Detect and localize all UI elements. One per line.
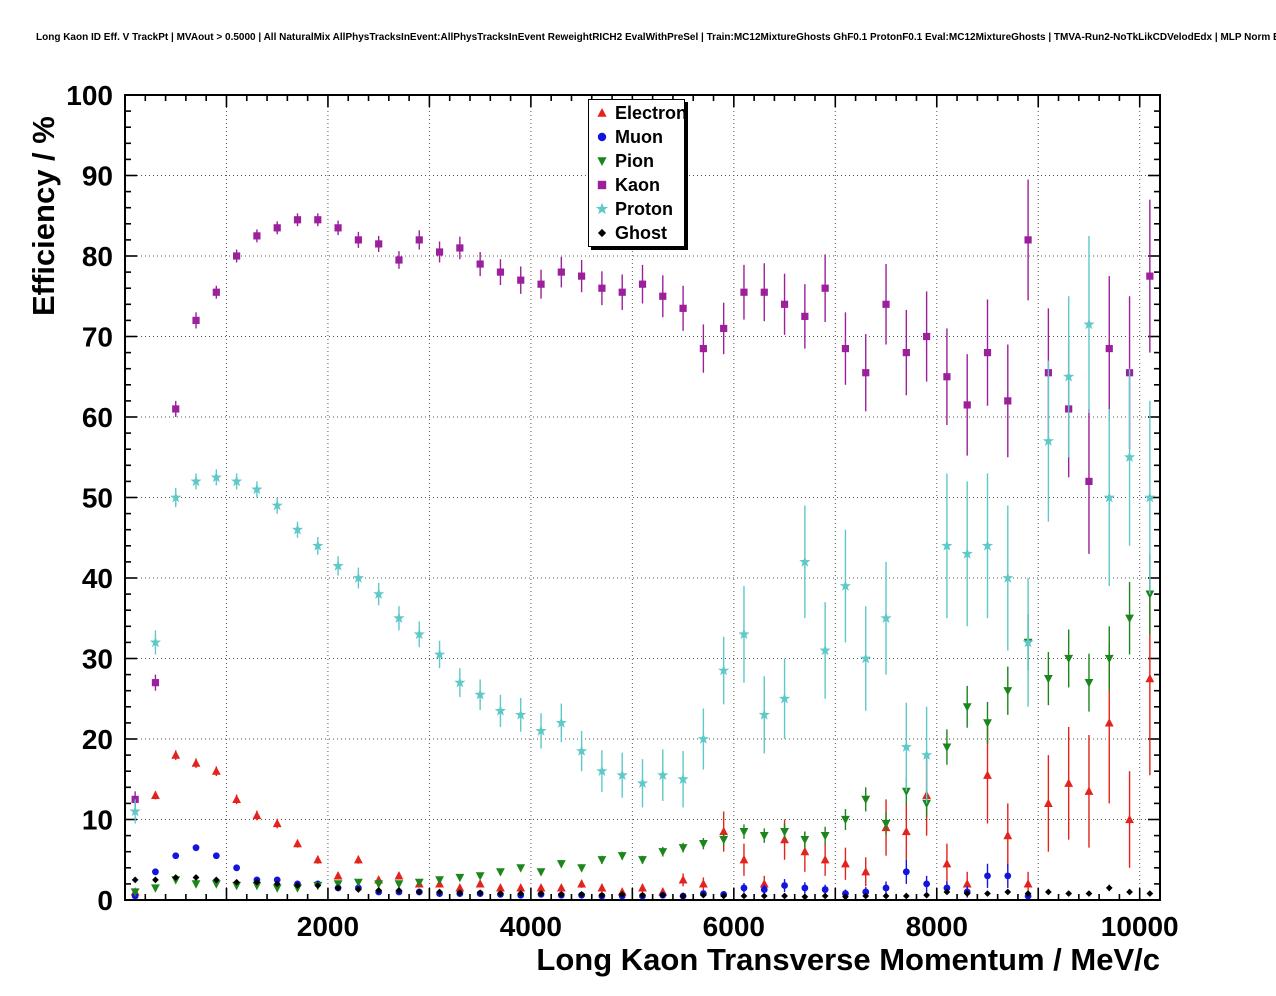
- legend-label-pion: Pion: [615, 151, 654, 171]
- x-tick-label: 6000: [703, 911, 765, 942]
- x-axis-label: Long Kaon Transverse Momentum / MeV/c: [536, 942, 1160, 977]
- legend-label-ghost: Ghost: [615, 223, 667, 243]
- y-tick-label: 80: [82, 241, 113, 272]
- legend-label-muon: Muon: [615, 127, 663, 147]
- plot-title: Long Kaon ID Eff. V TrackPt | MVAout > 0…: [36, 32, 1276, 43]
- legend-item-kaon: Kaon: [589, 173, 684, 197]
- y-tick-label: 90: [82, 161, 113, 192]
- series-proton: [129, 235, 1156, 824]
- legend-item-electron: Electron: [589, 101, 688, 125]
- kaon-marker-icon: [593, 176, 611, 194]
- y-tick-label: 50: [82, 483, 113, 514]
- tick-labels: 0 10 20 30 40 50 60 70 80 90 100 2000 4000 6000 8000 10…: [66, 80, 1178, 942]
- y-axis-label: Efficiency / %: [26, 116, 61, 316]
- series-pion: [130, 553, 1155, 897]
- legend-item-ghost: Ghost: [589, 221, 684, 245]
- axis-ticks: [124, 94, 1161, 901]
- y-tick-label: 20: [82, 724, 113, 755]
- x-tick-label: 8000: [906, 911, 968, 942]
- legend-label-kaon: Kaon: [615, 175, 660, 195]
- y-tick-label: 70: [82, 322, 113, 353]
- y-tick-label: 100: [66, 80, 113, 111]
- y-tick-label: 30: [82, 644, 113, 675]
- y-tick-label: 0: [97, 885, 113, 916]
- electron-marker-icon: [593, 104, 611, 122]
- legend-item-proton: Proton: [589, 197, 684, 221]
- legend-item-muon: Muon: [589, 125, 684, 149]
- y-tick-label: 60: [82, 402, 113, 433]
- y-tick-label: 10: [82, 805, 113, 836]
- x-tick-label: 10000: [1101, 911, 1179, 942]
- muon-marker-icon: [593, 128, 611, 146]
- y-tick-label: 40: [82, 563, 113, 594]
- x-tick-label: 2000: [297, 911, 359, 942]
- legend-label-electron: Electron: [615, 103, 688, 123]
- legend-label-proton: Proton: [615, 199, 673, 219]
- pion-marker-icon: [593, 152, 611, 170]
- gridlines: [125, 95, 1160, 900]
- legend-item-pion: Pion: [589, 149, 684, 173]
- proton-marker-icon: [593, 200, 611, 218]
- ghost-marker-icon: [593, 224, 611, 242]
- x-tick-label: 4000: [500, 911, 562, 942]
- legend: Electron Muon Pion Kaon Proton Ghost: [588, 99, 688, 247]
- series-ghost: [131, 874, 1154, 899]
